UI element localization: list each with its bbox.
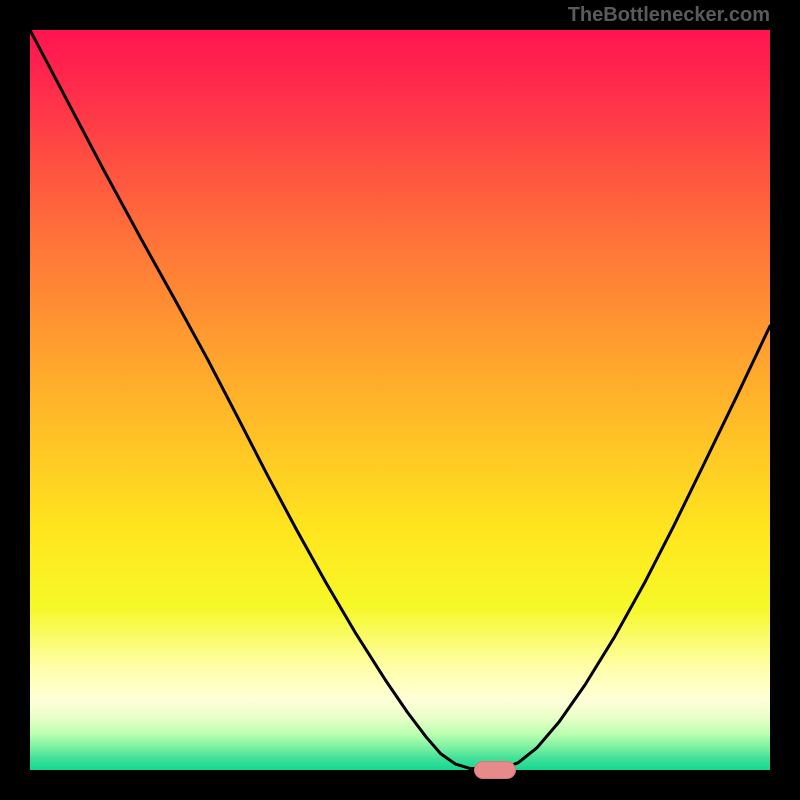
plot-area [30, 30, 770, 770]
border-left [0, 0, 30, 800]
border-right [770, 0, 800, 800]
bottleneck-curve [30, 30, 770, 770]
chart-container: TheBottlenecker.com [0, 0, 800, 800]
watermark-text: TheBottlenecker.com [568, 4, 770, 27]
optimal-marker [474, 761, 516, 779]
border-bottom [0, 770, 800, 800]
curve-path [30, 30, 770, 769]
